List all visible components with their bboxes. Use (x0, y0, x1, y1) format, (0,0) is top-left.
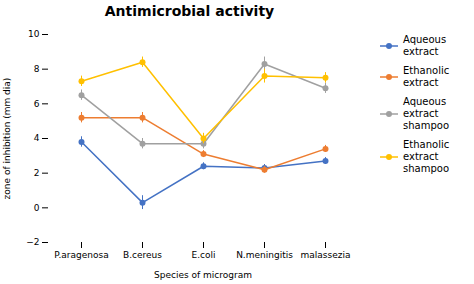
svg-text:E.coli: E.coli (191, 250, 215, 260)
svg-text:P.aragenosa: P.aragenosa (54, 250, 108, 260)
svg-text:10: 10 (28, 29, 40, 39)
svg-text:zone of inhibition (mm dia): zone of inhibition (mm dia) (2, 78, 12, 200)
svg-text:N.meningitis: N.meningitis (236, 250, 293, 260)
html-text:Ethanolic extract: Ethanolic extract (403, 65, 450, 88)
html-text:Aqueous extract: Aqueous extract (403, 34, 447, 57)
svg-text:−2: −2 (26, 237, 39, 247)
svg-text:2: 2 (34, 168, 40, 178)
html-text:Antimicrobial activity: Antimicrobial activity (104, 3, 275, 19)
svg-text:B.cereus: B.cereus (123, 250, 162, 260)
svg-text:8: 8 (34, 64, 40, 74)
svg-text:Species of microgram: Species of microgram (154, 270, 252, 280)
svg-text:6: 6 (34, 99, 40, 109)
html-text:Aqueous extract shampoo: Aqueous extract shampoo (403, 96, 449, 131)
svg-text:4: 4 (34, 133, 40, 143)
svg-text:0: 0 (34, 203, 40, 213)
svg-text:malassezia: malassezia (301, 250, 351, 260)
html-text:Ethanolic extract shampoo: Ethanolic extract shampoo (403, 139, 450, 174)
